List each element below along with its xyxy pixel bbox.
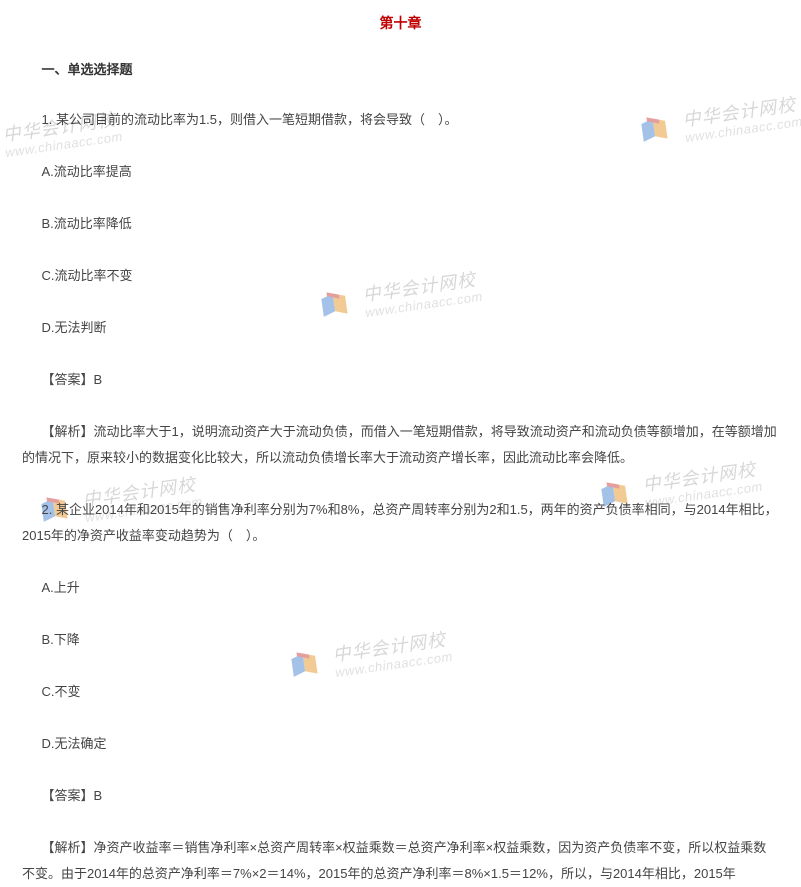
q1-option-b: B.流动比率降低	[22, 211, 779, 237]
document-body: 第十章 一、单选选择题 1. 某公司目前的流动比率为1.5，则借入一笔短期借款，…	[0, 0, 801, 887]
q1-option-a: A.流动比率提高	[22, 159, 779, 185]
q2-option-a: A.上升	[22, 575, 779, 601]
q2-option-d: D.无法确定	[22, 731, 779, 757]
q1-analysis: 【解析】流动比率大于1，说明流动资产大于流动负债，而借入一笔短期借款，将导致流动…	[22, 419, 779, 471]
q1-option-c: C.流动比率不变	[22, 263, 779, 289]
q1-option-d: D.无法判断	[22, 315, 779, 341]
q2-option-c: C.不变	[22, 679, 779, 705]
q1-stem: 1. 某公司目前的流动比率为1.5，则借入一笔短期借款，将会导致（ ）。	[22, 107, 779, 133]
q2-answer: 【答案】B	[22, 783, 779, 809]
section-title: 一、单选选择题	[22, 60, 779, 81]
q2-analysis: 【解析】净资产收益率＝销售净利率×总资产周转率×权益乘数＝总资产净利率×权益乘数…	[22, 835, 779, 887]
q2-option-b: B.下降	[22, 627, 779, 653]
q2-stem: 2. 某企业2014年和2015年的销售净利率分别为7%和8%，总资产周转率分别…	[22, 497, 779, 549]
q1-answer: 【答案】B	[22, 367, 779, 393]
chapter-title: 第十章	[22, 12, 779, 34]
